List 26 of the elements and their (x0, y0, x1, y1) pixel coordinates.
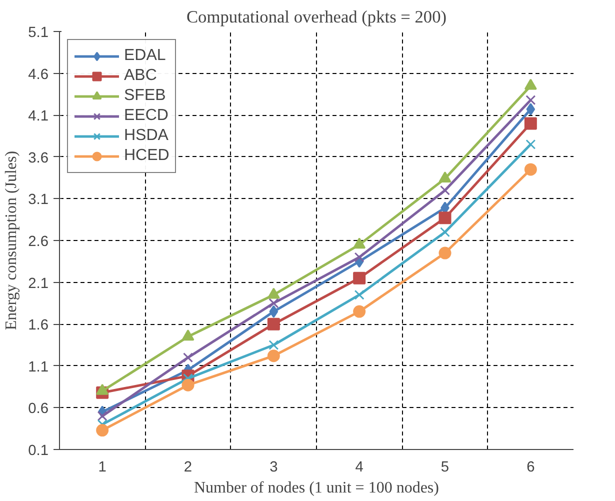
legend-label: EECD (124, 107, 168, 125)
x-tick-label: 1 (98, 460, 106, 476)
y-tick-label: 1.1 (28, 359, 48, 376)
y-tick-label: 4.6 (28, 66, 48, 83)
y-tick-label: 3.6 (28, 150, 48, 166)
legend-label: EDAL (124, 47, 166, 65)
y-tick-label: 1.6 (28, 318, 48, 334)
y-tick-label: 4.1 (28, 108, 48, 125)
y-tick-label: 0.1 (28, 443, 48, 459)
y-tick-label: 2.6 (28, 234, 48, 250)
legend-label: HCED (124, 147, 170, 165)
y-tick-label: 0.6 (28, 401, 48, 418)
x-tick-label: 6 (526, 460, 535, 476)
legend-label: ABC (124, 67, 157, 85)
x-axis-title: Number of nodes (1 unit = 100 nodes) (194, 480, 439, 496)
legend-label: HSDA (124, 127, 168, 145)
legend-label: SFEB (124, 87, 166, 105)
chart-title: Computational overhead (pkts = 200) (186, 8, 447, 26)
y-axis-title: Energy consumption (Jules) (3, 150, 20, 330)
x-tick-label: 4 (355, 460, 364, 476)
x-tick-label: 5 (440, 460, 450, 476)
x-tick-label: 3 (270, 460, 278, 476)
y-tick-label: 3.1 (28, 192, 48, 208)
y-tick-label: 5.1 (28, 25, 48, 41)
x-tick-label: 2 (184, 460, 192, 476)
y-tick-label: 2.1 (28, 276, 48, 292)
